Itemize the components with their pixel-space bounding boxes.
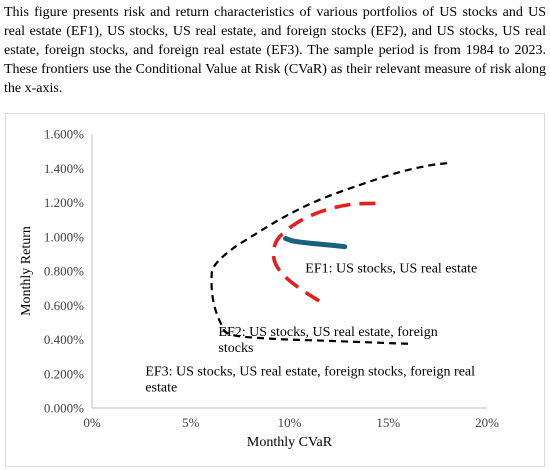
x-tick-label: 15%	[376, 415, 400, 430]
chart-annotation: stocks	[218, 341, 253, 356]
chart-annotation: EF3: US stocks, US real estate, foreign …	[145, 364, 475, 379]
y-tick-label: 1.600%	[44, 127, 84, 142]
chart-annotations: EF1: US stocks, US real estate EF2: US st…	[145, 262, 477, 396]
chart-annotation: EF1: US stocks, US real estate	[305, 262, 477, 277]
x-tick-label: 0%	[83, 415, 101, 430]
chart-annotation: EF2: US stocks, US real estate, foreign	[218, 325, 437, 340]
x-tick-label: 20%	[475, 415, 499, 430]
y-tick-label: 0.800%	[44, 264, 84, 279]
x-tick-labels: 0% 5% 10% 15% 20%	[83, 415, 499, 430]
figure-caption: This figure presents risk and return cha…	[4, 5, 546, 96]
chart-series	[210, 162, 448, 345]
y-tick-label: 0.400%	[44, 332, 84, 347]
y-axis-title: Monthly Return	[19, 226, 34, 316]
x-axis-title: Monthly CVaR	[247, 435, 333, 450]
y-tick-label: 1.000%	[44, 229, 84, 244]
y-tick-label: 0.200%	[44, 366, 84, 381]
y-tick-label: 0.000%	[44, 401, 84, 416]
chart-axes	[91, 134, 487, 409]
x-tick-label: 10%	[278, 415, 302, 430]
ef2-series-line	[271, 201, 383, 303]
y-tick-labels: 0.000% 0.200% 0.400% 0.600% 0.800% 1.000% 1.20…	[44, 127, 84, 416]
x-tick-label: 5%	[182, 415, 200, 430]
y-tick-label: 1.400%	[44, 161, 84, 176]
ef1-series-line	[283, 235, 348, 250]
chart-annotation: estate	[145, 381, 177, 396]
y-tick-label: 1.200%	[44, 195, 84, 210]
ef3-series-line	[210, 162, 448, 345]
y-tick-label: 0.600%	[44, 298, 84, 313]
chart-frame	[5, 113, 545, 467]
